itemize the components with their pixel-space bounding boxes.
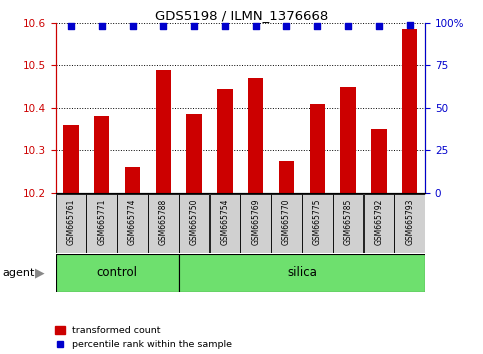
Bar (94, 116, 110, 193)
Text: GSM665792: GSM665792 (374, 198, 384, 245)
Text: GSM665785: GSM665785 (343, 198, 353, 245)
Bar (217, 89, 233, 193)
Bar (241, 194, 271, 253)
Point (252, 24, 259, 29)
Bar (156, 70, 171, 193)
Text: control: control (97, 267, 138, 279)
Bar (395, 194, 425, 253)
Bar (186, 114, 202, 193)
Bar (210, 194, 240, 253)
Legend: transformed count, percentile rank within the sample: transformed count, percentile rank withi… (56, 326, 232, 349)
Text: GSM665754: GSM665754 (220, 198, 229, 245)
Bar (117, 194, 148, 253)
Bar (279, 161, 294, 193)
Bar (86, 194, 117, 253)
Text: GSM665793: GSM665793 (405, 198, 414, 245)
Text: GSM665770: GSM665770 (282, 198, 291, 245)
Point (159, 24, 167, 29)
Text: silica: silica (287, 267, 317, 279)
Text: GSM665761: GSM665761 (67, 198, 75, 245)
Bar (148, 194, 179, 253)
Text: GSM665750: GSM665750 (190, 198, 199, 245)
Bar (63, 125, 79, 193)
Point (344, 24, 352, 29)
Bar (271, 194, 302, 253)
Text: GDS5198 / ILMN_1376668: GDS5198 / ILMN_1376668 (155, 9, 328, 22)
Point (313, 24, 321, 29)
Bar (310, 104, 325, 193)
Bar (125, 167, 140, 193)
Text: agent: agent (2, 268, 35, 278)
Bar (56, 254, 179, 292)
Bar (248, 78, 263, 193)
Text: GSM665769: GSM665769 (251, 198, 260, 245)
Bar (371, 129, 386, 193)
Point (98, 24, 106, 29)
Point (67, 24, 75, 29)
Point (221, 24, 229, 29)
Point (128, 24, 136, 29)
Point (406, 22, 413, 28)
Point (190, 24, 198, 29)
Bar (179, 194, 209, 253)
Bar (179, 254, 425, 292)
Text: ▶: ▶ (35, 267, 44, 279)
Bar (364, 194, 394, 253)
Text: GSM665775: GSM665775 (313, 198, 322, 245)
Bar (302, 194, 332, 253)
Text: GSM665788: GSM665788 (159, 198, 168, 245)
Bar (333, 194, 363, 253)
Text: GSM665774: GSM665774 (128, 198, 137, 245)
Point (375, 24, 383, 29)
Point (283, 24, 290, 29)
Bar (402, 29, 417, 193)
Bar (341, 87, 356, 193)
Text: GSM665771: GSM665771 (97, 198, 106, 245)
Bar (56, 194, 86, 253)
